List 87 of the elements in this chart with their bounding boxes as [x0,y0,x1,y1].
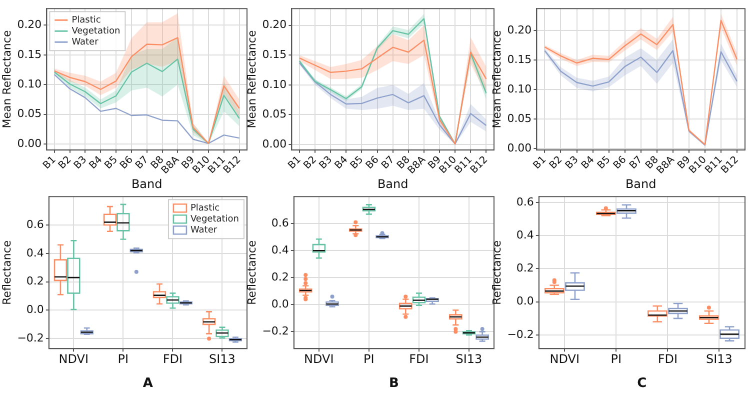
y-tick-label: 0.15 [17,48,42,61]
x-tick-label: B1 [532,154,549,172]
x-tick-label: FDI [658,352,678,366]
y-tick-label: 0.10 [17,77,42,90]
x-tick-label: NDVI [58,352,89,366]
y-axis-title: Mean Reflectance [490,30,504,128]
x-tick-label: B3 [564,154,581,172]
y-tick-label: 0.15 [507,52,532,66]
x-tick-label: FDI [162,352,183,366]
y-tick-label: 0.15 [262,48,287,61]
text: A [142,376,153,391]
x-tick-label: B7 [628,154,645,172]
x-tick-label: B8A [406,154,428,176]
y-tick-label: 0.2 [26,274,44,288]
x-tick-label: FDI [409,352,429,366]
y-tick-label: 0.10 [262,78,287,91]
x-tick-label: SI13 [706,352,732,366]
x-tick-label: B1 [41,154,58,172]
y-tick-label: 0.20 [262,18,287,32]
y-axis-title: Reflectance [0,240,14,305]
y-tick-label: 0.6 [271,216,289,230]
legend-label: Vegetation [72,26,120,36]
x-tick-label: B3 [72,154,90,172]
x-tick-label: B12 [719,154,741,176]
x-tick-label: B4 [87,154,105,172]
y-tick-label: 0.10 [507,82,532,96]
x-axis-title: Band [625,176,656,191]
x-tick-label: NDVI [304,352,334,366]
x-tick-label: B8A [160,154,182,176]
y-tick-label: 0.05 [507,112,532,126]
y-tick-label: 0.6 [26,218,44,231]
x-tick-label: B12 [468,154,490,176]
y-tick-label: 0.2 [271,270,289,284]
y-tick-label: 0.00 [507,142,532,155]
x-tick-label: SI13 [209,352,236,366]
y-tick-label: 0.05 [17,107,42,120]
y-tick-label: 0.6 [516,195,534,208]
x-tick-label: B5 [348,154,366,172]
x-tick-label: PI [364,352,374,366]
y-tick-label: 0.2 [516,262,534,275]
x-tick-label: SI13 [456,352,482,366]
y-tick-label: 0.0 [271,298,289,311]
legend-label: Vegetation [190,214,239,224]
x-tick-label: B2 [302,154,319,172]
x-tick-label: B2 [548,154,565,172]
y-tick-label: −0.2 [262,324,289,338]
x-tick-label: B12 [222,154,244,176]
y-axis-title: Mean Reflectance [245,30,258,128]
x-tick-label: B8A [654,154,677,176]
y-tick-label: −0.2 [507,328,534,341]
y-tick-label: 0.0 [516,294,534,308]
x-tick-label: B5 [596,154,613,172]
y-tick-label: 0.05 [262,108,287,121]
y-axis-title: Mean Reflectance [0,30,14,128]
x-tick-label: B1 [286,154,304,172]
y-tick-label: 0.20 [17,18,42,32]
y-axis-title: Reflectance [490,240,504,305]
x-tick-label: NDVI [550,352,580,366]
x-tick-label: PI [610,352,622,366]
y-tick-label: −0.2 [17,332,44,345]
y-tick-label: 0.4 [516,228,534,242]
text: B [388,376,399,391]
legend-label: Plastic [72,15,101,26]
y-tick-label: 0.00 [262,137,287,150]
x-tick-label: B3 [317,154,335,172]
x-tick-label: B4 [580,154,597,172]
x-tick-label: B7 [380,154,397,172]
y-axis-title: Reflectance [245,240,258,305]
x-tick-label: PI [118,352,129,366]
x-tick-label: B6 [364,154,382,172]
x-tick-label: B5 [102,154,120,172]
y-tick-label: 0.0 [26,303,44,316]
y-tick-label: 0.4 [26,246,44,260]
y-tick-label: 0.4 [271,244,289,257]
legend-label: Water [190,225,218,236]
y-tick-label: 0.20 [507,23,532,36]
x-axis-title: Band [131,176,162,191]
legend-label: Water [72,37,99,48]
x-tick-label: B6 [118,154,136,172]
legend-label: Plastic [190,203,220,214]
x-tick-label: B7 [134,154,151,172]
y-tick-label: 0.00 [17,136,42,150]
x-axis-title: Band [377,176,408,191]
x-tick-label: B2 [56,154,74,172]
x-tick-label: B4 [332,154,350,172]
text: C [637,376,647,391]
x-tick-label: B6 [612,154,629,172]
